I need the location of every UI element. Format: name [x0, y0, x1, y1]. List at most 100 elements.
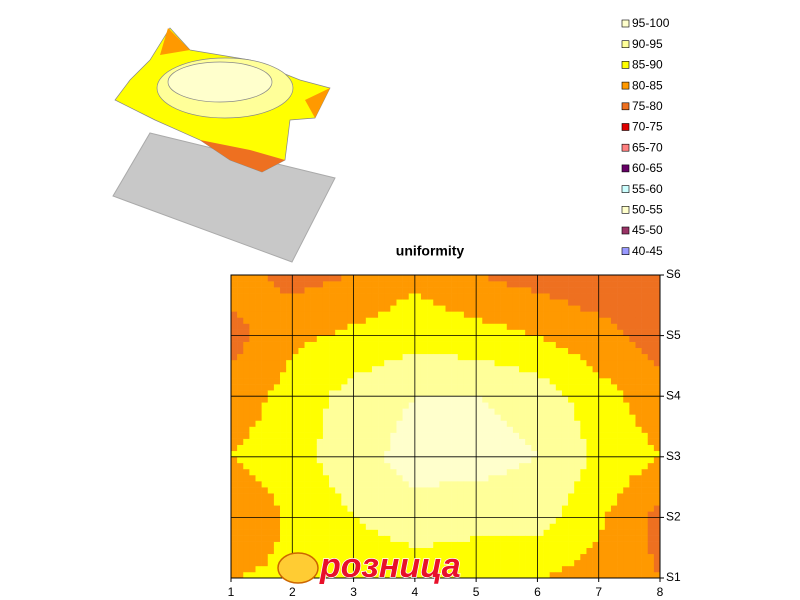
contour-cell	[531, 378, 538, 385]
contour-cell	[433, 323, 440, 330]
contour-cell	[384, 444, 391, 452]
contour-cell	[574, 281, 581, 288]
contour-cell	[543, 462, 550, 470]
contour-cell	[273, 384, 281, 391]
contour-cell	[647, 311, 655, 318]
contour-cell	[341, 402, 348, 409]
contour-cell	[623, 317, 630, 324]
contour-cell	[555, 499, 563, 506]
contour-cell	[378, 474, 385, 482]
contour-cell	[463, 281, 471, 288]
contour-cell	[420, 438, 428, 445]
contour-cell	[623, 396, 630, 403]
contour-cell	[525, 287, 532, 294]
contour-cell	[488, 341, 495, 349]
contour-cell	[512, 468, 520, 476]
contour-cell	[316, 456, 324, 464]
contour-cell	[414, 571, 422, 579]
contour-cell	[476, 347, 483, 355]
contour-cell	[353, 505, 360, 512]
contour-cell	[341, 474, 348, 482]
contour-cell	[359, 517, 367, 524]
contour-cell	[604, 474, 612, 482]
contour-cell	[494, 438, 501, 445]
contour-cell	[433, 523, 440, 530]
contour-cell	[537, 468, 544, 476]
contour-cell	[574, 541, 581, 548]
contour-cell	[476, 481, 483, 488]
contour-cell	[488, 371, 495, 379]
contour-cell	[653, 535, 661, 542]
contour-cell	[445, 511, 452, 518]
contour-cell	[555, 371, 563, 379]
contour-cell	[310, 468, 318, 476]
contour-cell	[470, 553, 477, 561]
contour-cell	[519, 293, 526, 300]
contour-cell	[365, 365, 373, 373]
contour-cell	[445, 493, 452, 500]
contour-cell	[402, 438, 410, 445]
contour-cell	[371, 293, 379, 300]
contour-cell	[378, 426, 385, 433]
contour-cell	[610, 341, 618, 349]
contour-cell	[243, 505, 250, 512]
contour-cell	[598, 353, 606, 361]
contour-cell	[341, 329, 348, 336]
contour-cell	[304, 293, 311, 300]
contour-cell	[543, 353, 550, 361]
contour-cell	[561, 311, 569, 318]
contour-cell	[574, 371, 581, 379]
contour-cell	[347, 311, 354, 318]
contour-cell	[586, 335, 593, 342]
contour-cell	[457, 444, 465, 452]
contour-cell	[280, 341, 287, 349]
contour-cell	[396, 565, 403, 573]
contour-cell	[494, 499, 501, 506]
contour-cell	[610, 505, 618, 512]
contour-cell	[273, 541, 281, 548]
contour-cell	[335, 444, 342, 452]
contour-cell	[543, 468, 550, 476]
contour-cell	[555, 287, 563, 294]
contour-cell	[561, 414, 569, 421]
contour-cell	[519, 396, 526, 403]
contour-cell	[298, 275, 305, 282]
contour-cell	[519, 444, 526, 452]
contour-cell	[586, 371, 593, 379]
contour-cell	[414, 505, 422, 512]
contour-cell	[653, 359, 661, 367]
contour-cell	[629, 553, 636, 561]
contour-cell	[568, 311, 575, 318]
contour-cell	[298, 305, 305, 312]
contour-cell	[433, 341, 440, 349]
legend-label: 85-90	[632, 58, 663, 72]
contour-cell	[249, 553, 256, 561]
contour-cell	[439, 426, 446, 433]
contour-cell	[580, 311, 587, 318]
contour-cell	[500, 275, 508, 282]
contour-cell	[439, 323, 446, 330]
contour-cell	[463, 311, 471, 318]
contour-cell	[537, 317, 544, 324]
contour-cell	[365, 408, 373, 415]
contour-cell	[402, 474, 410, 482]
contour-cell	[231, 311, 238, 318]
contour-cell	[635, 390, 642, 397]
contour-cell	[623, 390, 630, 397]
contour-cell	[494, 305, 501, 312]
contour-cell	[561, 426, 569, 433]
contour-cell	[396, 317, 403, 324]
contour-cell	[574, 450, 581, 458]
contour-cell	[408, 359, 416, 367]
contour-cell	[396, 359, 403, 367]
contour-cell	[592, 293, 600, 300]
contour-cell	[482, 384, 489, 391]
contour-cell	[439, 311, 446, 318]
contour-cell	[470, 547, 477, 555]
contour-cell	[329, 432, 336, 439]
contour-cell	[378, 317, 385, 324]
contour-cell	[470, 426, 477, 433]
contour-cell	[414, 444, 422, 452]
contour-cell	[580, 535, 587, 542]
contour-cell	[267, 493, 275, 500]
